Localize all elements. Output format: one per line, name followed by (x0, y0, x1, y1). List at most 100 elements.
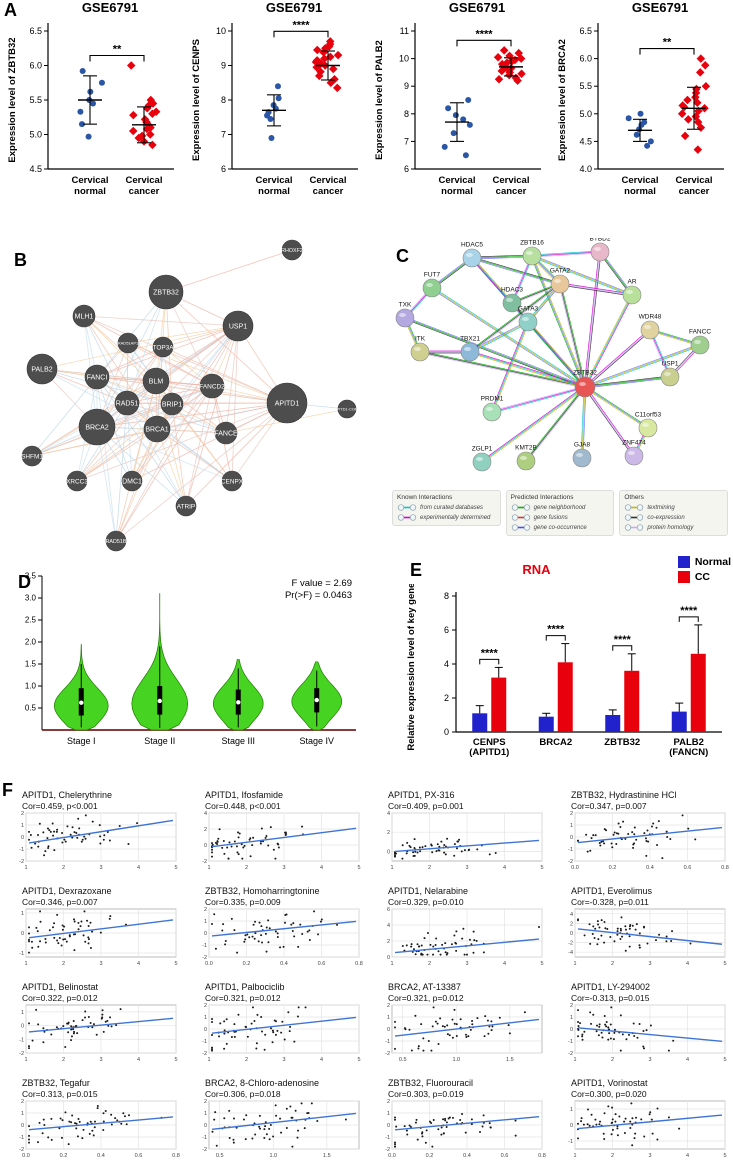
regression-line (577, 928, 723, 945)
corr-plot: APITD1, Everolimus Cor=-0.328, p=0.011 1 2 3… (557, 886, 733, 971)
y-tick-label: 9 (404, 81, 409, 91)
svg-text:1: 1 (570, 1015, 573, 1021)
svg-text:2: 2 (611, 1153, 614, 1159)
svg-text:2: 2 (570, 1003, 573, 1009)
gene-node: BLM (142, 367, 170, 395)
svg-text:4: 4 (686, 1057, 689, 1063)
protein-node: GATA3 (518, 306, 539, 332)
protein-node-label: KMT2B (515, 445, 537, 452)
y-tick-label: 1.0 (25, 682, 37, 691)
svg-text:0.6: 0.6 (684, 865, 692, 871)
svg-text:3: 3 (282, 865, 285, 871)
svg-text:2: 2 (570, 811, 573, 817)
edge-type-icon (511, 524, 530, 531)
edge-type-icon (625, 524, 644, 531)
dotplot-svg: 4.0 4.5 5.0 5.5 6.0 6.5 Expression level of BR… (557, 23, 724, 197)
legend-group-title: Predicted Interactions (510, 494, 574, 501)
y-tick-label: 3.5 (25, 572, 37, 581)
svg-text:2: 2 (204, 1003, 207, 1009)
y-tick-label: 6.0 (29, 61, 42, 71)
svg-text:2: 2 (245, 1057, 248, 1063)
group-label: Cervical (493, 175, 530, 186)
legend-group: Others textmining co-expression protein hom… (619, 490, 729, 536)
corr-plot: APITD1, Ifosfamide Cor=0.448, p<0.001 1 2 3 4… (191, 790, 369, 875)
corr-title: ZBTB32, Tegafur (22, 1078, 90, 1088)
corr-plot: APITD1, Belinostat Cor=0.322, p=0.012 1 2 3 4… (8, 982, 186, 1067)
protein-node: ZGLP1 (472, 446, 493, 472)
gene-node-label: FANCD2 (199, 383, 225, 390)
protein-node: HDAC3 (501, 287, 523, 313)
svg-text:1: 1 (570, 823, 573, 829)
svg-text:4: 4 (686, 961, 689, 967)
svg-text:1: 1 (387, 1111, 390, 1117)
svg-text:0: 0 (204, 843, 207, 849)
svg-text:1: 1 (204, 919, 207, 925)
svg-text:0: 0 (387, 955, 390, 961)
significance-bracket (456, 39, 512, 47)
svg-text:0: 0 (21, 1123, 24, 1129)
svg-text:0.8: 0.8 (172, 1153, 180, 1159)
corr-stats: Cor=-0.328, p=0.011 (571, 896, 649, 907)
y-tick-label: 5.5 (579, 81, 592, 91)
corr-title: BRCA2, AT-13387 (388, 982, 461, 992)
corr-title: APITD1, Everolimus (571, 886, 653, 896)
svg-text:-1: -1 (385, 1135, 390, 1141)
plot-title: GSE6791 (265, 0, 323, 15)
significance-bracket (639, 48, 695, 55)
group-label: cancer (129, 186, 160, 197)
edge-type-icon (397, 514, 417, 521)
bar-svg: 0 2 4 6 8 Relative expression level of key ge… (406, 584, 722, 758)
svg-text:2: 2 (570, 921, 573, 927)
significance-bracket (479, 658, 500, 665)
svg-text:3: 3 (99, 865, 102, 871)
svg-text:-2: -2 (202, 859, 207, 865)
svg-text:-2: -2 (568, 1051, 573, 1057)
regression-line (394, 1116, 540, 1131)
category-label: PALB2 (674, 737, 704, 748)
protein-node-label: FANCC (689, 329, 711, 336)
gse-dotplot: GSE6791 6 7 8 9 10 11 Expression level of PALB2… (369, 0, 547, 231)
svg-text:-1: -1 (19, 1135, 24, 1141)
gene-node: USP1 (222, 310, 254, 342)
y-axis-label: Expression level of BRCA2 (557, 39, 568, 161)
panel-label-e: E (410, 560, 423, 580)
svg-text:5: 5 (723, 1153, 726, 1159)
svg-text:6: 6 (387, 907, 390, 913)
protein-node: ITK (410, 336, 430, 362)
category-label: ZBTB32 (604, 737, 640, 748)
corr-title: APITD1, PX-316 (388, 790, 455, 800)
corr-stats: Cor=0.448, p<0.001 (205, 800, 281, 811)
svg-text:-1: -1 (202, 943, 207, 949)
protein-node: ZNF474 (622, 440, 646, 466)
svg-text:2: 2 (204, 907, 207, 913)
gene-node: DMC1 (121, 470, 143, 492)
protein-node: ZBTB16 (520, 240, 544, 266)
corr-stats: Cor=-0.313, p=0.015 (571, 992, 650, 1003)
significance-stars: **** (292, 19, 310, 31)
legend-group: Known Interactions from curated databases… (392, 490, 501, 526)
significance-bracket (89, 54, 145, 62)
gene-node: APITD1 (266, 382, 308, 424)
legend-item: gene co-occurrence (511, 523, 610, 532)
bar (624, 670, 640, 732)
gene-node-label: DMC1 (122, 479, 142, 486)
gene-node-label: RHOXF2 (281, 248, 303, 254)
svg-text:6: 6 (444, 625, 449, 635)
svg-text:0.5: 0.5 (399, 1057, 407, 1063)
category-label: BRCA2 (539, 737, 572, 748)
corr-stats: Cor=0.300, p=0.020 (571, 1088, 647, 1099)
corr-plot: APITD1, Palbociclib Cor=0.321, p=0.012 1 2 3… (191, 982, 369, 1067)
svg-text:5: 5 (174, 865, 177, 871)
panel-a-dotplots: GSE6791 4.5 5.0 5.5 6.0 6.5 Expression level o… (0, 0, 733, 236)
corr-plot: ZBTB32, Tegafur Cor=0.313, p=0.015 0.0 0.2 0… (8, 1078, 186, 1163)
corr-stats: Cor=0.409, p=0.001 (388, 800, 464, 811)
corr-stats: Cor=0.459, p<0.001 (22, 800, 98, 811)
gene-node-label: PALB2 (31, 367, 52, 374)
edge-type-icon (625, 514, 644, 521)
category-label: (APITD1) (469, 747, 509, 758)
svg-text:2: 2 (245, 865, 248, 871)
legend-item-label: protein homology (647, 524, 694, 531)
bar (472, 713, 488, 732)
protein-node: C11orf53 (635, 412, 662, 438)
svg-text:0.2: 0.2 (60, 1153, 68, 1159)
